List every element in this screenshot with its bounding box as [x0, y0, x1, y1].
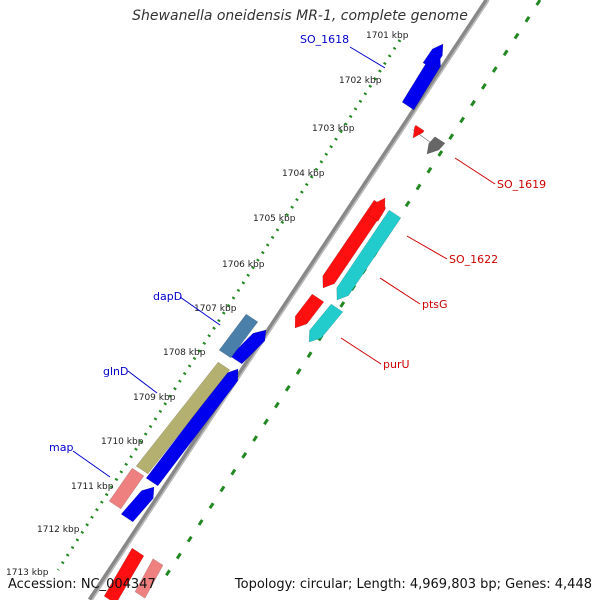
- tick-label: 1706 kbp: [222, 260, 265, 270]
- tick-label: 1707 kbp: [194, 304, 237, 314]
- tick-label: 1702 kbp: [339, 76, 382, 86]
- topology-text: Topology: circular; Length: 4,969,803 bp…: [234, 577, 592, 592]
- gene-label[interactable]: ptsG: [422, 298, 448, 311]
- gene-label[interactable]: dapD: [153, 290, 182, 303]
- genome-backbone-highlight: [91, 0, 490, 600]
- gene-label-leader: [379, 277, 421, 305]
- gene-label[interactable]: glnD: [103, 365, 128, 378]
- gene-label-leader: [349, 46, 386, 69]
- tick-label: 1704 kbp: [282, 169, 325, 179]
- gene-feature-purU: [308, 303, 344, 343]
- gene-label[interactable]: SO_1619: [497, 178, 546, 191]
- tick-label: 1710 kbp: [101, 437, 144, 447]
- tick-labels: 1701 kbp 1702 kbp 1703 kbp 1704 kbp 1705 kbp…: [6, 31, 409, 578]
- accession-text: Accession: NC_004347: [8, 577, 156, 592]
- gene-label-leader: [127, 370, 158, 394]
- gene-feature-map-fwd: [120, 486, 155, 523]
- gene-label-leader: [72, 450, 111, 478]
- inner-tick-track: [56, 39, 402, 571]
- gene-label-leader: [406, 235, 448, 260]
- tick-label: 1713 kbp: [6, 568, 49, 578]
- gene-features: [103, 43, 446, 600]
- gene-label-leader: [454, 157, 496, 185]
- gene-label[interactable]: SO_1622: [449, 253, 498, 266]
- tick-label: 1705 kbp: [253, 214, 296, 224]
- map-title: Shewanella oneidensis MR-1, complete gen…: [132, 8, 468, 24]
- gene-feature-map: [108, 467, 145, 510]
- tick-label: 1703 kbp: [312, 124, 355, 134]
- tick-label: 1712 kbp: [37, 525, 80, 535]
- gene-feature-dapd-fwd: [229, 329, 267, 365]
- gene-label[interactable]: purU: [383, 358, 410, 371]
- gene-feature-red-small: [367, 197, 386, 222]
- genome-backbone: [87, 0, 490, 600]
- gene-feature-so1622: [336, 209, 402, 301]
- gene-label[interactable]: map: [49, 441, 73, 454]
- tick-label: 1711 kbp: [71, 482, 114, 492]
- gene-feature-so1619-red: [412, 124, 425, 139]
- gene-label-leader: [340, 337, 382, 365]
- gene-feature-bottom-pink: [134, 558, 164, 599]
- gene-label-group: SO_1618 SO_1619 SO_1622 ptsG purU dapD glnD map: [49, 33, 546, 478]
- gene-feature-so1619: [426, 136, 446, 155]
- gene-feature-dapd: [218, 313, 259, 359]
- gene-label-leader: [179, 296, 221, 326]
- gene-feature-so1618-b: [422, 43, 444, 70]
- tick-label: 1709 kbp: [133, 393, 176, 403]
- gene-feature-glnd: [135, 361, 231, 475]
- gene-feature-purU-red: [294, 293, 325, 329]
- gene-feature-bottom-red: [103, 547, 145, 600]
- gene-feature-glnd-fwd: [145, 368, 239, 487]
- outer-tick-track: [158, 0, 542, 586]
- tick-label: 1701 kbp: [366, 31, 409, 41]
- tick-label: 1708 kbp: [163, 348, 206, 358]
- gene-label[interactable]: SO_1618: [300, 33, 349, 46]
